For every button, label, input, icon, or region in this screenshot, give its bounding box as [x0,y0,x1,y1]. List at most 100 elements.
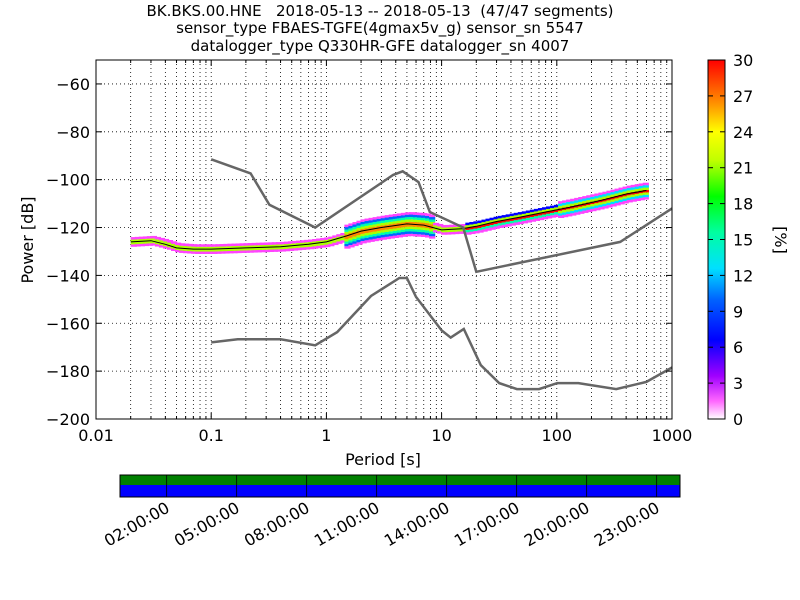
heatmap-cell [376,221,383,224]
heatmap-cell [457,229,464,232]
heatmap-cell [251,242,258,246]
chart-title-line-2: sensor_type FBAES-TGFE(4gmax5v_g) sensor… [176,19,584,37]
heatmap-cell [630,196,637,200]
heatmap-cell [328,236,335,240]
heatmap-cell [183,250,190,254]
heatmap-cell [420,234,428,238]
heatmap-cell [207,251,214,254]
heatmap-cell [412,226,420,230]
heatmap-cell [420,220,428,223]
heatmap-cell [324,239,331,243]
heatmap-cell [275,242,283,245]
heatmap-cell [594,195,601,199]
heatmap-cell [275,246,283,250]
heatmap-cell [562,202,569,206]
heatmap-cell [408,216,416,220]
heatmap-cell [207,249,214,252]
heatmap-cell [400,231,408,235]
heatmap-cell [344,229,351,232]
heatmap-cell [638,185,645,189]
heatmap-cell [203,251,210,254]
heatmap-cell [368,239,375,242]
heatmap-cell [211,244,218,247]
heatmap-cell [485,223,492,226]
heatmap-cell [183,245,190,249]
colorbar-tick-label: 15 [733,231,753,250]
heatmap-cell [138,239,145,242]
heatmap-cell [364,240,371,243]
heatmap-cell [376,223,383,227]
heatmap-cell [291,245,299,249]
heatmap-cell [166,247,174,250]
heatmap-cell [368,229,375,233]
heatmap-cell [356,239,363,243]
heatmap-cell [271,242,278,245]
timeline-tick-label: 20:00:00 [521,498,593,550]
heatmap-cell [497,218,504,221]
heatmap-cell [187,246,194,249]
heatmap-cell [425,223,432,226]
heatmap-cell [388,224,395,227]
heatmap-cell [400,227,408,230]
heatmap-cell [372,238,379,242]
heatmap-cell [295,240,303,244]
heatmap-cell [340,232,347,236]
heatmap-cell [183,243,190,247]
heatmap-cells [130,182,649,254]
heatmap-cell [308,241,315,245]
heatmap-cell [416,212,424,216]
heatmap-cell [465,229,472,233]
heatmap-cell [388,236,395,239]
heatmap-cell [179,248,186,251]
heatmap-cell [348,230,355,234]
heatmap-cell [602,194,609,197]
heatmap-cell [626,195,633,198]
y-tick-label: −160 [46,314,90,333]
heatmap-cell [566,204,573,207]
heatmap-cell [626,192,633,196]
heatmap-cell [344,241,351,244]
timeline-tick-label: 08:00:00 [241,498,313,550]
x-tick-label: 1000 [652,426,693,445]
heatmap-cell [509,223,516,226]
heatmap-cell [388,214,395,218]
heatmap-cell [420,215,428,218]
heatmap-cell [521,216,528,219]
heatmap-cell [396,227,403,231]
heatmap-cell [162,241,170,244]
heatmap-cell [505,219,512,222]
heatmap-cell [594,203,601,206]
heatmap-cell [368,217,375,221]
heatmap-cell [574,197,581,201]
heatmap-cell [231,243,238,247]
heatmap-cell [400,229,408,233]
heatmap-cell [457,226,464,230]
heatmap-cell [429,233,436,237]
heatmap-cell [392,221,399,224]
heatmap-cell [392,235,399,239]
heatmap-cell [412,233,420,237]
heatmap-cell [590,194,597,197]
heatmap-cell [320,242,327,246]
heatmap-cell [554,211,561,215]
heatmap-cell [408,224,416,227]
heatmap-cell [360,236,367,239]
heatmap-cell [416,215,424,218]
heatmap-cell [295,247,303,251]
heatmap-cell [384,224,391,228]
heatmap-cell [364,235,371,238]
heatmap-cell [380,215,387,219]
heatmap-cell [598,202,605,205]
heatmap-cell [529,216,537,220]
heatmap-cell [618,201,625,205]
heatmap-cell [437,226,444,229]
colorbar-tick-label: 18 [733,195,753,214]
heatmap-cell [634,193,641,197]
heatmap-cell [352,236,359,239]
timeline-coverage-bar [120,475,680,485]
heatmap-cell [203,244,210,247]
heatmap-cell [578,206,585,210]
heatmap-cell [521,218,528,222]
heatmap-cell [320,245,327,248]
y-tick-label: −80 [56,123,90,142]
